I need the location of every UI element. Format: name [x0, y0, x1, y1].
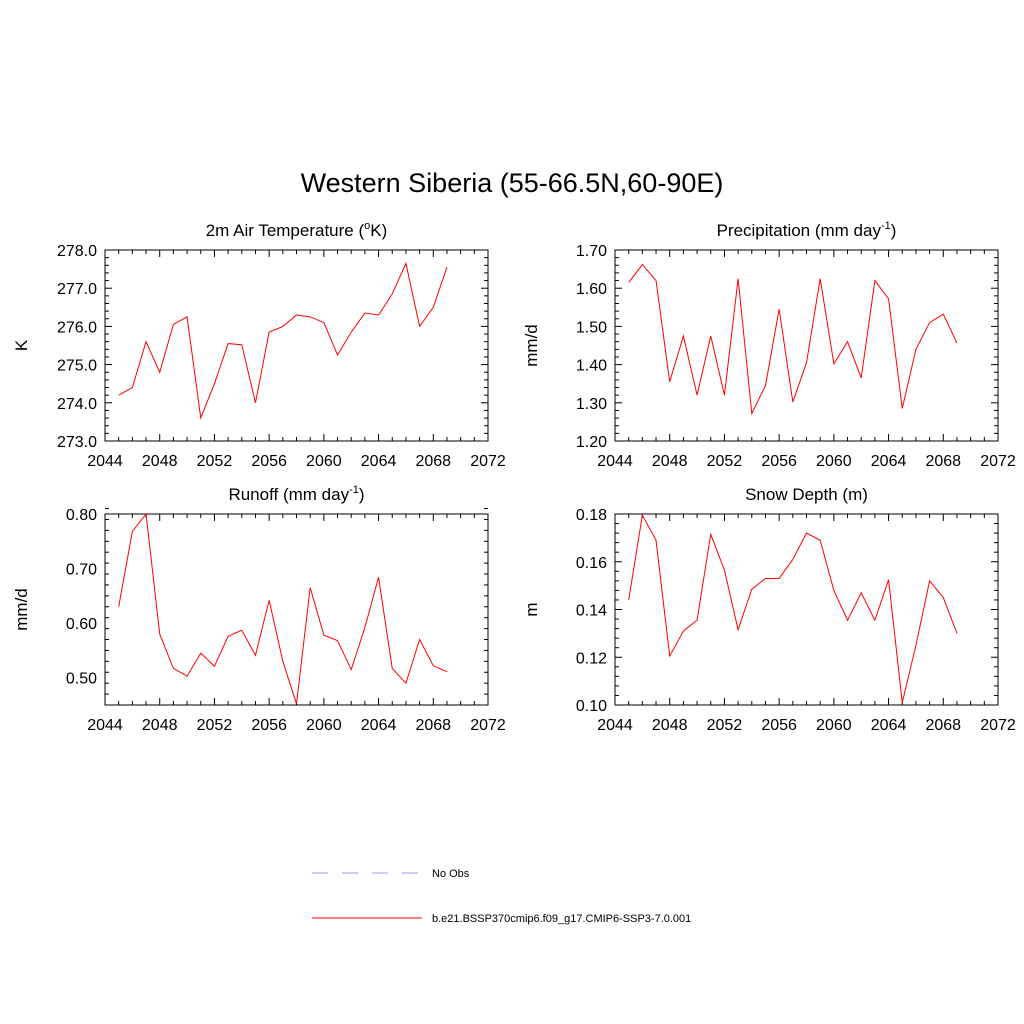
x-tick-label: 2072 [980, 717, 1016, 734]
y-tick-label: 277.0 [57, 281, 97, 298]
y-tick-label: 1.30 [576, 396, 607, 413]
x-tick-label: 2052 [197, 453, 233, 470]
series-line-1 [118, 261, 448, 421]
chart-panels: 2044 2048 2052 2056 2060 2064 2068 2072 273.0 274… [12, 220, 1016, 734]
y-tick-label: 1.60 [576, 281, 607, 298]
x-tick-label: 2060 [816, 717, 852, 734]
x-tick-label: 2064 [361, 453, 397, 470]
y-tick-label: 0.10 [576, 698, 607, 715]
x-tick-label: 2056 [251, 453, 287, 470]
x-tick-label: 2060 [816, 453, 852, 470]
chart-panel-3: 2044 2048 2052 2056 2060 2064 2068 2072 0.50 0.60… [12, 484, 506, 734]
y-tick-label: 1.70 [576, 243, 607, 260]
legend: No Obs b.e21.BSSP370cmip6.f09_g17.CMIP6-… [312, 868, 691, 925]
series-line-1 [118, 512, 448, 705]
series-line-1 [628, 263, 958, 416]
x-tick-label: 2068 [415, 717, 451, 734]
x-tick-label: 2072 [980, 453, 1016, 470]
series-line-1 [628, 513, 958, 703]
panel-title: Runoff (mm day-1) [228, 484, 364, 504]
x-tick-label: 2056 [761, 453, 797, 470]
y-axis-label: m [522, 602, 541, 616]
y-tick-label: 0.14 [576, 603, 607, 620]
legend-model-label: b.e21.BSSP370cmip6.f09_g17.CMIP6-SSP3-7.… [432, 913, 691, 925]
chart-panel-1: 2044 2048 2052 2056 2060 2064 2068 2072 273.0 274… [12, 220, 506, 470]
x-tick-label: 2072 [470, 717, 506, 734]
y-tick-label: 278.0 [57, 243, 97, 260]
x-tick-label: 2044 [87, 453, 123, 470]
panel-title: Snow Depth (m) [745, 485, 868, 504]
x-tick-label: 2064 [871, 717, 907, 734]
x-tick-label: 2048 [652, 717, 688, 734]
y-tick-label: 276.0 [57, 319, 97, 336]
y-tick-label: 0.60 [66, 616, 97, 633]
x-tick-label: 2052 [707, 453, 743, 470]
panel-title: Precipitation (mm day-1) [717, 220, 897, 240]
x-tick-label: 2068 [415, 453, 451, 470]
x-tick-label: 2060 [306, 453, 342, 470]
plot-frame [104, 513, 489, 706]
x-tick-label: 2068 [925, 717, 961, 734]
y-tick-label: 275.0 [57, 358, 97, 375]
y-tick-label: 0.16 [576, 555, 607, 572]
y-tick-label: 0.50 [66, 671, 97, 688]
x-tick-label: 2064 [361, 717, 397, 734]
x-tick-label: 2044 [87, 717, 123, 734]
x-tick-label: 2064 [871, 453, 907, 470]
y-axis-label: mm/d [12, 588, 31, 631]
x-tick-label: 2072 [470, 453, 506, 470]
x-tick-label: 2044 [597, 717, 633, 734]
x-tick-label: 2048 [652, 453, 688, 470]
x-tick-label: 2044 [597, 453, 633, 470]
x-tick-label: 2048 [142, 717, 178, 734]
y-tick-label: 1.50 [576, 319, 607, 336]
figure-title: Western Siberia (55-66.5N,60-90E) [300, 168, 724, 198]
x-tick-label: 2056 [761, 717, 797, 734]
chart-panel-2: 2044 2048 2052 2056 2060 2064 2068 2072 1.20 1.30… [522, 220, 1016, 470]
chart-panel-4: 2044 2048 2052 2056 2060 2064 2068 2072 0.10 0.12… [522, 485, 1016, 734]
plot-frame [614, 249, 999, 442]
legend-no-obs-label: No Obs [432, 868, 470, 880]
y-tick-label: 0.18 [576, 507, 607, 524]
x-tick-label: 2048 [142, 453, 178, 470]
x-tick-label: 2052 [707, 717, 743, 734]
y-tick-label: 0.70 [66, 562, 97, 579]
plot-frame [614, 513, 999, 706]
y-axis-label: mm/d [522, 324, 541, 367]
y-tick-label: 0.80 [66, 507, 97, 524]
y-axis-label: K [12, 339, 31, 351]
y-tick-label: 1.20 [576, 434, 607, 451]
x-tick-label: 2068 [925, 453, 961, 470]
y-tick-label: 273.0 [57, 434, 97, 451]
x-tick-label: 2052 [197, 717, 233, 734]
y-tick-label: 1.40 [576, 358, 607, 375]
x-tick-label: 2056 [251, 717, 287, 734]
y-tick-label: 274.0 [57, 396, 97, 413]
panel-title: 2m Air Temperature (oK) [206, 220, 388, 240]
y-tick-label: 0.12 [576, 650, 607, 667]
plot-frame [104, 249, 489, 442]
x-tick-label: 2060 [306, 717, 342, 734]
